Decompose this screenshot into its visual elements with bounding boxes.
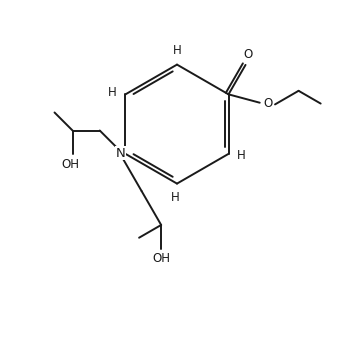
Text: OH: OH [153,253,171,266]
Text: OH: OH [62,158,80,171]
Text: O: O [243,48,252,61]
Text: H: H [237,149,246,162]
Text: H: H [173,45,181,57]
Text: H: H [171,191,180,204]
Text: H: H [108,86,117,99]
Text: N: N [115,147,125,160]
Text: O: O [264,97,273,110]
